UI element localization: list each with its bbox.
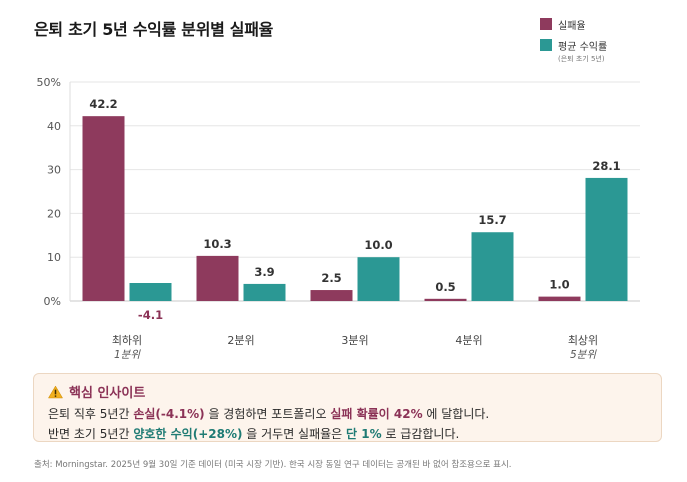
insight-line-1: 은퇴 직후 5년간 손실(-4.1%) 을 경험하면 포트폴리오 실패 확률이 …: [48, 405, 647, 422]
insight-text: 에 달합니다.: [422, 407, 490, 421]
insight-highlight-failure: 실패 확률이 42%: [330, 407, 423, 421]
bar-average-return: [471, 232, 514, 301]
x-tick-label: 3분위: [341, 334, 368, 347]
insight-header: 핵심 인사이트: [48, 382, 647, 401]
legend-label-return: 평균 수익률: [558, 42, 608, 53]
data-label-failure: 1.0: [549, 278, 569, 292]
insight-text: 반면 초기 5년간: [48, 427, 134, 441]
data-label-failure: 10.3: [203, 237, 231, 251]
bar-failure-rate: [310, 290, 353, 301]
data-label-failure: 0.5: [435, 280, 455, 294]
legend-item-return: 평균 수익률 (은퇴 초기 5년): [540, 38, 607, 64]
insight-text: 을 경험하면 포트폴리오: [204, 407, 331, 421]
legend-label-failure: 실패율: [558, 21, 586, 32]
insight-text: 로 급감합니다.: [381, 427, 460, 441]
legend-item-failure: 실패율: [540, 17, 607, 32]
insight-text: 을 거두면 실패율은: [242, 427, 347, 441]
bar-average-return: [585, 177, 628, 301]
warning-icon: [48, 385, 63, 399]
x-tick-sublabel: 1분위: [114, 349, 141, 361]
chart-legend: 실패율 평균 수익률 (은퇴 초기 5년): [540, 17, 607, 70]
bar-chart: 0% 10 20 30 40 50% 42.2 -4.1 최하위 1분위 10.3 3.9 2분위 2.5…: [37, 76, 640, 361]
y-tick-label: 20: [47, 207, 61, 220]
insight-highlight-low-failure: 단 1%: [346, 427, 382, 441]
y-tick-label: 10: [47, 251, 61, 264]
source-note: 출처: Morningstar. 2025년 9월 30일 기준 데이터 (미국…: [34, 460, 512, 470]
insight-highlight-loss: 손실(-4.1%): [133, 407, 205, 421]
bar-failure-rate: [196, 255, 239, 301]
x-tick-label: 4분위: [455, 334, 482, 347]
x-tick-sublabel: 5분위: [570, 349, 597, 361]
y-tick-label: 50%: [37, 76, 61, 89]
bar-failure-rate: [82, 116, 125, 301]
bar-failure-rate: [424, 298, 467, 301]
y-tick-label: 0%: [44, 295, 61, 308]
insight-highlight-gain: 양호한 수익(+28%): [133, 427, 243, 441]
chart-title: 은퇴 초기 5년 수익률 분위별 실패율: [34, 20, 274, 39]
bar-failure-rate: [538, 296, 581, 301]
data-label-return: 10.0: [364, 238, 392, 252]
x-tick-label: 최상위: [568, 334, 598, 347]
data-label-return: -4.1: [138, 308, 163, 322]
legend-swatch-failure: [540, 18, 552, 30]
insight-box: 핵심 인사이트 은퇴 직후 5년간 손실(-4.1%) 을 경험하면 포트폴리오…: [33, 373, 662, 442]
bar-average-return: [357, 257, 400, 301]
data-label-failure: 2.5: [321, 271, 341, 285]
insight-text: 은퇴 직후 5년간: [48, 407, 134, 421]
x-tick-label: 최하위: [112, 333, 142, 347]
bar-average-return: [243, 283, 286, 301]
legend-sublabel-return: (은퇴 초기 5년): [558, 55, 605, 63]
x-tick-label: 2분위: [227, 334, 254, 347]
data-label-return: 15.7: [478, 213, 506, 227]
insight-title: 핵심 인사이트: [69, 386, 146, 401]
data-label-failure: 42.2: [89, 97, 117, 111]
bar-average-return: [129, 283, 172, 301]
data-label-return: 28.1: [592, 159, 620, 173]
insight-line-2: 반면 초기 5년간 양호한 수익(+28%) 을 거두면 실패율은 단 1% 로…: [48, 425, 647, 442]
y-tick-label: 40: [47, 120, 61, 133]
y-tick-label: 30: [47, 164, 61, 177]
data-label-return: 3.9: [254, 265, 274, 279]
legend-swatch-return: [540, 39, 552, 51]
